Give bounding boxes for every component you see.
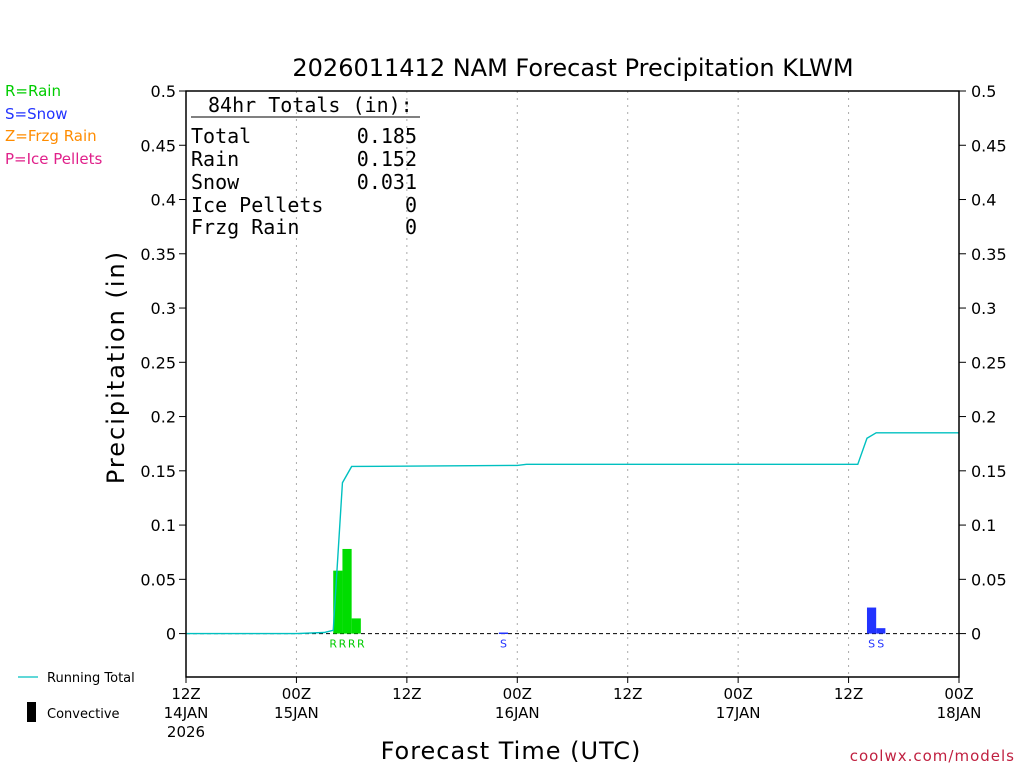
- running-total-group: [186, 432, 959, 635]
- y-tick-label: 0.35: [140, 245, 176, 264]
- running-total-line: [186, 432, 959, 635]
- totals-box: 84hr Totals (in): Total 0.185 Rain 0.152…: [191, 93, 420, 239]
- x-tick-date: 17JAN: [716, 704, 761, 722]
- totals-label-rain: Rain: [191, 147, 239, 171]
- bar-snow: [876, 628, 886, 634]
- y-tick-label: 0.2: [151, 408, 176, 427]
- y-tick-label-right: 0.05: [971, 570, 1007, 589]
- y-tick-label: 0.25: [140, 353, 176, 372]
- totals-value-rain: 0.152: [357, 147, 417, 171]
- totals-value-ice-pellets: 0: [405, 193, 417, 217]
- precip-type-marker: R: [357, 638, 365, 651]
- totals-value-frzg-rain: 0: [405, 215, 417, 239]
- legend-snow: S=Snow: [5, 105, 68, 123]
- bar-rain: [333, 570, 343, 634]
- y-tick-label-right: 0.4: [971, 191, 996, 210]
- y-tick-label-right: 0.1: [971, 516, 996, 535]
- convective-legend-bar: [27, 702, 36, 722]
- bar-snow: [866, 607, 877, 634]
- chart-title: 2026011412 NAM Forecast Precipitation KL…: [292, 54, 853, 82]
- x-tick-label: 00Z: [282, 685, 311, 703]
- totals-header: 84hr Totals (in):: [208, 93, 413, 117]
- y-tick-label: 0.15: [140, 462, 176, 481]
- y-tick-label: 0.45: [140, 136, 176, 155]
- y-axis-label: Precipitation (in): [102, 250, 130, 484]
- totals-label-total: Total: [191, 124, 251, 148]
- bars-group: [333, 548, 886, 635]
- x-tick-label: 12Z: [613, 685, 642, 703]
- precip-type-marker: R: [348, 638, 356, 651]
- y-tick-label-right: 0.25: [971, 353, 1007, 372]
- x-axis-label: Forecast Time (UTC): [381, 737, 642, 765]
- x-tick-label: 12Z: [171, 685, 200, 703]
- x-tick-date: 15JAN: [274, 704, 319, 722]
- type-legend: R=Rain S=Snow Z=Frzg Rain P=Ice Pellets: [5, 82, 102, 168]
- x-tick-label: 12Z: [834, 685, 863, 703]
- precip-type-marker: S: [877, 638, 884, 651]
- totals-value-snow: 0.031: [357, 170, 417, 194]
- y-tick-label: 0.1: [151, 516, 176, 535]
- totals-value-total: 0.185: [357, 124, 417, 148]
- precip-type-marker: S: [868, 638, 875, 651]
- series-legend: Running Total Convective: [18, 671, 135, 722]
- x-tick-label: 00Z: [503, 685, 532, 703]
- totals-label-snow: Snow: [191, 170, 240, 194]
- totals-label-frzg-rain: Frzg Rain: [191, 215, 299, 239]
- bar-snow: [498, 632, 509, 635]
- x-tick-date: 18JAN: [937, 704, 982, 722]
- x-tick-year: 2026: [167, 723, 205, 741]
- y-tick-label-right: 0.45: [971, 136, 1007, 155]
- convective-legend-label: Convective: [47, 707, 120, 722]
- y-tick-label: 0.3: [151, 299, 176, 318]
- y-tick-label-right: 0.3: [971, 299, 996, 318]
- x-tick-date: 14JAN: [164, 704, 209, 722]
- y-axis-right: 0 0.05 0.1 0.15 0.2 0.25 0.3 0.35 0.4 0.45 0.5: [959, 82, 1007, 644]
- y-tick-label-right: 0.2: [971, 408, 996, 427]
- precip-type-marker: S: [500, 638, 507, 651]
- y-axis-left: 0 0.05 0.1 0.15 0.2 0.25 0.3 0.35 0.4 0.45 0.5: [140, 82, 186, 644]
- legend-ice-pellets: P=Ice Pellets: [5, 150, 102, 168]
- precip-type-marker: R: [329, 638, 337, 651]
- y-tick-label: 0: [166, 625, 176, 644]
- credit-text: coolwx.com/models: [850, 747, 1015, 765]
- bar-rain: [342, 548, 352, 634]
- y-tick-label-right: 0.15: [971, 462, 1007, 481]
- precip-type-marker: R: [339, 638, 347, 651]
- y-tick-label-right: 0: [971, 625, 981, 644]
- running-total-legend-label: Running Total: [47, 671, 135, 686]
- y-tick-label: 0.05: [140, 570, 176, 589]
- y-tick-label: 0.4: [151, 191, 176, 210]
- x-tick-label: 00Z: [723, 685, 752, 703]
- bar-rain: [351, 618, 361, 634]
- plot-frame: [185, 90, 960, 678]
- x-tick-label: 12Z: [392, 685, 421, 703]
- totals-label-ice-pellets: Ice Pellets: [191, 193, 323, 217]
- x-tick-date: 16JAN: [495, 704, 540, 722]
- y-tick-label: 0.5: [151, 82, 176, 101]
- y-tick-label-right: 0.35: [971, 245, 1007, 264]
- x-tick-label: 00Z: [944, 685, 973, 703]
- legend-rain: R=Rain: [5, 82, 61, 100]
- y-tick-label-right: 0.5: [971, 82, 996, 101]
- legend-frzg-rain: Z=Frzg Rain: [5, 127, 97, 145]
